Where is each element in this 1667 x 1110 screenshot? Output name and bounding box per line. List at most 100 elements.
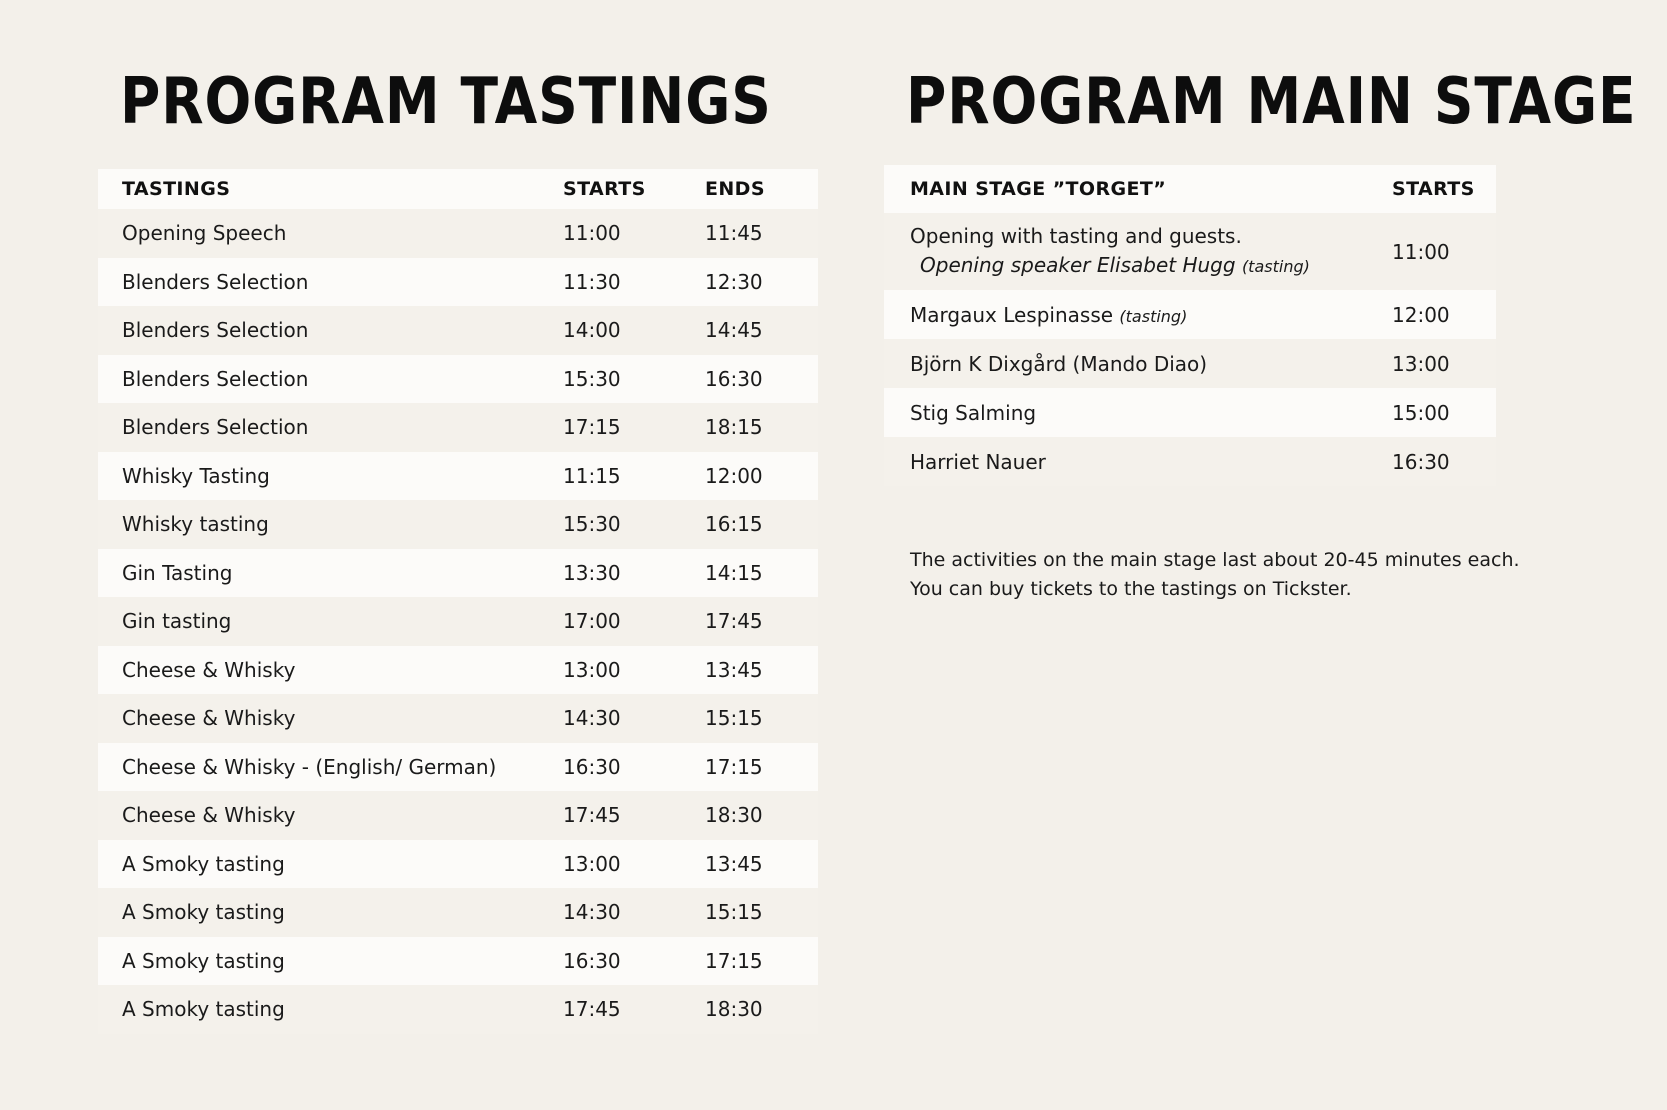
end-time: 18:30 (705, 985, 818, 1034)
start-time: 13:00 (1392, 339, 1496, 388)
table-row: Harriet Nauer 16:30 (884, 437, 1496, 486)
main-stage-body: Opening with tasting and guests. Opening … (884, 213, 1496, 486)
start-time: 15:30 (563, 500, 705, 549)
performer-name: Margaux Lespinasse (tasting) (884, 290, 1392, 339)
start-time: 15:00 (1392, 388, 1496, 437)
tasting-note: (tasting) (1241, 256, 1310, 276)
event-subtitle: Opening speaker Elisabet Hugg (tasting) (910, 250, 1392, 282)
start-time: 11:00 (563, 209, 705, 258)
table-row: Cheese & Whisky 13:00 13:45 (98, 645, 818, 694)
end-time: 11:45 (705, 209, 818, 258)
main-stage-title: PROGRAM MAIN STAGE (906, 65, 1637, 139)
table-row: Gin tasting 17:00 17:45 (98, 597, 818, 646)
start-time: 12:00 (1392, 290, 1496, 339)
start-time: 15:30 (563, 354, 705, 403)
end-time: 14:15 (705, 548, 818, 597)
tasting-name: Cheese & Whisky (98, 791, 563, 840)
performer-label: Margaux Lespinasse (910, 302, 1114, 327)
tasting-name: Cheese & Whisky (98, 645, 563, 694)
table-row: Opening with tasting and guests. Opening … (884, 213, 1496, 290)
table-row: Blenders Selection 15:30 16:30 (98, 354, 818, 403)
end-time: 18:15 (705, 403, 818, 452)
table-row: Whisky Tasting 11:15 12:00 (98, 451, 818, 500)
end-time: 14:45 (705, 306, 818, 355)
performer-name: Stig Salming (884, 388, 1392, 437)
tasting-name: A Smoky tasting (98, 888, 563, 937)
start-time: 17:45 (563, 791, 705, 840)
end-time: 13:45 (705, 839, 818, 888)
table-row: Björn K Dixgård (Mando Diao) 13:00 (884, 339, 1496, 388)
ends-column-header: ENDS (705, 169, 818, 209)
start-time: 11:30 (563, 257, 705, 306)
start-time: 17:00 (563, 597, 705, 646)
table-row: Blenders Selection 14:00 14:45 (98, 306, 818, 355)
table-row: A Smoky tasting 14:30 15:15 (98, 888, 818, 937)
table-row: Stig Salming 15:00 (884, 388, 1496, 437)
end-time: 12:30 (705, 257, 818, 306)
end-time: 17:15 (705, 742, 818, 791)
table-row: A Smoky tasting 16:30 17:15 (98, 936, 818, 985)
tasting-name: Cheese & Whisky (98, 694, 563, 743)
tastings-header-row: TASTINGS STARTS ENDS (98, 169, 818, 209)
tastings-body: Opening Speech 11:00 11:45 Blenders Selecti… (98, 209, 818, 1034)
end-time: 12:00 (705, 451, 818, 500)
performer-label: Stig Salming (910, 400, 1037, 425)
table-row: Cheese & Whisky 17:45 18:30 (98, 791, 818, 840)
tasting-name: Gin tasting (98, 597, 563, 646)
end-time: 16:30 (705, 354, 818, 403)
tasting-name: Blenders Selection (98, 306, 563, 355)
tasting-name: Blenders Selection (98, 403, 563, 452)
tasting-name: Whisky Tasting (98, 451, 563, 500)
table-row: Gin Tasting 13:30 14:15 (98, 548, 818, 597)
start-time: 17:15 (563, 403, 705, 452)
tastings-title: PROGRAM TASTINGS (120, 65, 772, 139)
performer-name: Harriet Nauer (884, 437, 1392, 486)
main-stage-footnote: The activities on the main stage last ab… (910, 546, 1530, 604)
tasting-name: Opening Speech (98, 209, 563, 258)
start-time: 11:15 (563, 451, 705, 500)
start-time: 14:30 (563, 694, 705, 743)
table-row: Cheese & Whisky - (English/ German) 16:30… (98, 742, 818, 791)
speaker-name: Opening speaker Elisabet Hugg (920, 252, 1236, 277)
start-time: 13:00 (563, 839, 705, 888)
start-time: 13:00 (563, 645, 705, 694)
end-time: 16:15 (705, 500, 818, 549)
start-time: 17:45 (563, 985, 705, 1034)
end-time: 18:30 (705, 791, 818, 840)
tasting-name: Whisky tasting (98, 500, 563, 549)
footnote-line: The activities on the main stage last ab… (910, 549, 1520, 571)
tastings-column-header: TASTINGS (98, 169, 563, 209)
end-time: 17:15 (705, 936, 818, 985)
table-row: Blenders Selection 11:30 12:30 (98, 257, 818, 306)
start-time: 16:30 (563, 742, 705, 791)
table-row: A Smoky tasting 13:00 13:45 (98, 839, 818, 888)
end-time: 15:15 (705, 694, 818, 743)
start-time: 14:30 (563, 888, 705, 937)
tasting-name: Blenders Selection (98, 354, 563, 403)
footnote-line: You can buy tickets to the tastings on T… (910, 578, 1352, 600)
table-row: Whisky tasting 15:30 16:15 (98, 500, 818, 549)
end-time: 17:45 (705, 597, 818, 646)
start-time: 13:30 (563, 548, 705, 597)
end-time: 15:15 (705, 888, 818, 937)
event-title: Opening with tasting and guests. (910, 223, 1242, 248)
tasting-name: A Smoky tasting (98, 985, 563, 1034)
main-stage-column-header: MAIN STAGE ”TORGET” (884, 165, 1392, 213)
table-row: Opening Speech 11:00 11:45 (98, 209, 818, 258)
main-stage-table: MAIN STAGE ”TORGET” STARTS Opening with … (884, 165, 1496, 486)
starts-column-header: STARTS (563, 169, 705, 209)
table-row: Blenders Selection 17:15 18:15 (98, 403, 818, 452)
tasting-name: Blenders Selection (98, 257, 563, 306)
main-stage-starts-column-header: STARTS (1392, 165, 1496, 213)
performer-label: Björn K Dixgård (Mando Diao) (910, 351, 1208, 376)
tasting-name: Cheese & Whisky - (English/ German) (98, 742, 563, 791)
tasting-name: A Smoky tasting (98, 839, 563, 888)
tasting-name: A Smoky tasting (98, 936, 563, 985)
table-row: A Smoky tasting 17:45 18:30 (98, 985, 818, 1034)
performer-name: Opening with tasting and guests. Opening … (884, 213, 1392, 290)
table-row: Margaux Lespinasse (tasting) 12:00 (884, 290, 1496, 339)
main-stage-header-row: MAIN STAGE ”TORGET” STARTS (884, 165, 1496, 213)
performer-label: Harriet Nauer (910, 449, 1046, 474)
start-time: 16:30 (1392, 437, 1496, 486)
start-time: 14:00 (563, 306, 705, 355)
